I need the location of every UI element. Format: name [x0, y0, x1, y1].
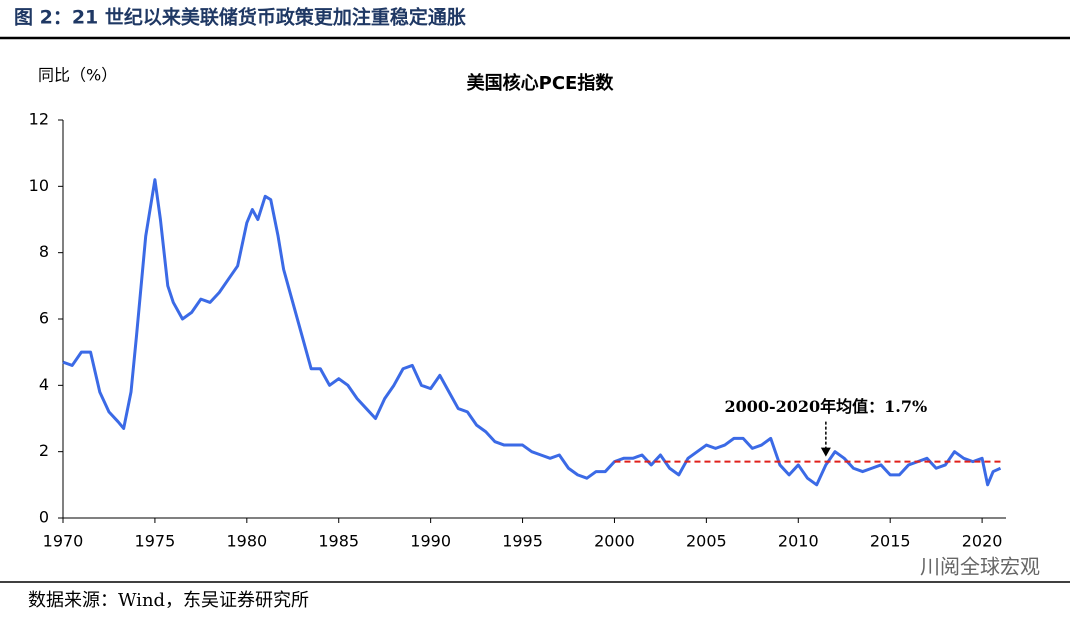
data-line: [62, 178, 1002, 487]
x-tick-label: 2005: [686, 532, 727, 551]
x-tick-label: 1995: [502, 532, 543, 551]
y-axis-label: 同比（%）: [38, 66, 117, 85]
x-tick-label: 2010: [778, 532, 819, 551]
y-tick-label: 2: [39, 441, 49, 460]
x-tick-label: 1975: [135, 532, 176, 551]
watermark: 川阅全球宏观: [920, 555, 1040, 579]
x-tick-label: 2015: [870, 532, 911, 551]
x-tick-label: 1970: [43, 532, 84, 551]
source: 数据来源：Wind，东吴证券研究所: [28, 590, 309, 611]
y-tick-label: 12: [29, 110, 49, 129]
arrow-head: [820, 447, 831, 457]
y-tick-label: 6: [39, 309, 49, 328]
chart-title: 美国核心PCE指数: [467, 72, 615, 94]
x-tick-label: 1980: [226, 532, 267, 551]
y-tick-label: 10: [29, 176, 49, 195]
y-tick-label: 4: [39, 375, 49, 394]
x-tick-label: 2000: [594, 532, 635, 551]
y-tick-label: 8: [39, 242, 49, 261]
page-title: 图 2：21 世纪以来美联储货币政策更加注重稳定通胀: [14, 6, 466, 29]
y-tick-label: 0: [39, 508, 49, 527]
x-tick-label: 1985: [318, 532, 359, 551]
x-tick-label: 1990: [410, 532, 451, 551]
x-tick-label: 2020: [962, 532, 1003, 551]
mean-label: 2000-2020年均值：1.7%: [724, 397, 927, 416]
